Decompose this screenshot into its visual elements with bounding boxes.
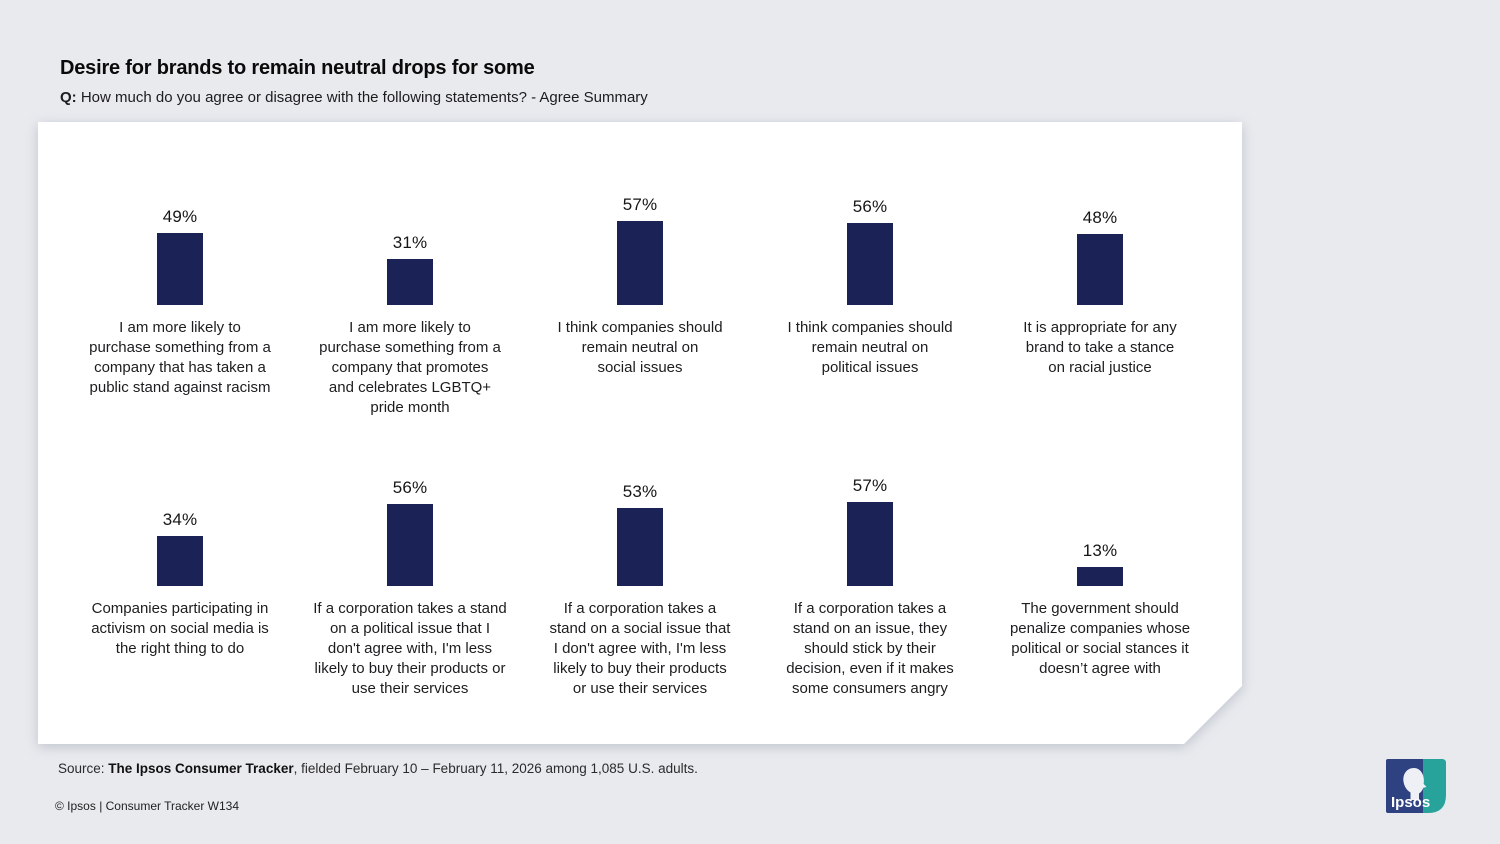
page-title: Desire for brands to remain neutral drop…	[60, 57, 535, 79]
bar-caption: The government should penalize companies…	[1009, 600, 1191, 677]
bar-cell: 13% The government should penalize compa…	[985, 402, 1215, 699]
bar	[617, 508, 663, 586]
bar-cell: 49% I am more likely to purchase somethi…	[65, 140, 295, 418]
bar	[387, 259, 433, 305]
ipsos-logo-mark: Ipsos	[1386, 759, 1446, 813]
bar-value-label: 34%	[162, 510, 198, 529]
bar-cell: 53% If a corporation takes a stand on a …	[525, 402, 755, 699]
chart-panel: 49% I am more likely to purchase somethi…	[38, 122, 1242, 744]
bar-chart-area: 56%	[847, 140, 893, 305]
bar-caption: Companies participating in activism on s…	[91, 600, 269, 657]
bar-value-label: 31%	[392, 233, 428, 252]
source-note: Source: The Ipsos Consumer Tracker, fiel…	[58, 761, 698, 776]
bar-cell: 31% I am more likely to purchase somethi…	[295, 140, 525, 418]
face-silhouette-icon	[1403, 768, 1427, 800]
bar-chart-area: 57%	[617, 140, 663, 305]
bar-cell: 56% If a corporation takes a stand on a …	[295, 402, 525, 699]
bar-caption: If a corporation takes a stand on an iss…	[786, 600, 954, 697]
bar-row-top: 49% I am more likely to purchase somethi…	[65, 140, 1215, 402]
bar	[157, 536, 203, 586]
bar	[387, 504, 433, 586]
bar-chart-area: 49%	[157, 140, 203, 305]
bar-cell: 56% I think companies should remain neut…	[755, 140, 985, 418]
bar-chart-area: 31%	[387, 140, 433, 305]
ipsos-logo-text: Ipsos	[1391, 794, 1430, 811]
ipsos-logo: Ipsos	[1386, 759, 1446, 813]
bar	[1077, 234, 1123, 305]
bar	[157, 233, 203, 305]
bar-chart-area: 34%	[157, 402, 203, 586]
bar-value-label: 57%	[852, 476, 888, 495]
bar-value-label: 13%	[1082, 541, 1118, 560]
bar-chart-area: 57%	[847, 402, 893, 586]
bar-caption: It is appropriate for any brand to take …	[1023, 319, 1177, 376]
question-line: Q: How much do you agree or disagree wit…	[60, 89, 648, 106]
bar-chart-area: 56%	[387, 402, 433, 586]
chart-panel-wrap: 49% I am more likely to purchase somethi…	[38, 122, 1242, 744]
bar-value-label: 48%	[1082, 208, 1118, 227]
bar-value-label: 56%	[852, 197, 888, 216]
bar	[617, 221, 663, 305]
bar	[1077, 567, 1123, 586]
source-details: , fielded February 10 – February 11, 202…	[293, 761, 698, 776]
bar-cell: 48% It is appropriate for any brand to t…	[985, 140, 1215, 418]
bar-caption: I am more likely to purchase something f…	[89, 319, 271, 396]
bar-chart-area: 13%	[1077, 402, 1123, 586]
bar-value-label: 53%	[622, 482, 658, 501]
slide-header: Desire for brands to remain neutral drop…	[60, 57, 648, 106]
bar-caption: I think companies should remain neutral …	[787, 319, 953, 376]
bar-cell: 57% If a corporation takes a stand on an…	[755, 402, 985, 699]
bar-row-bottom: 34% Companies participating in activism …	[65, 402, 1215, 699]
bar-value-label: 57%	[622, 195, 658, 214]
bar-cell: 34% Companies participating in activism …	[65, 402, 295, 699]
bar	[847, 223, 893, 305]
bar	[847, 502, 893, 586]
bar-caption: I am more likely to purchase something f…	[319, 319, 501, 416]
bar-cell: 57% I think companies should remain neut…	[525, 140, 755, 418]
bar-chart-area: 53%	[617, 402, 663, 586]
bar-caption: If a corporation takes a stand on a poli…	[313, 600, 507, 697]
copyright: © Ipsos | Consumer Tracker W134	[55, 799, 240, 813]
bar-value-label: 49%	[162, 207, 198, 226]
bar-chart-area: 48%	[1077, 140, 1123, 305]
bar-value-label: 56%	[392, 478, 428, 497]
bar-caption: I think companies should remain neutral …	[557, 319, 723, 376]
question-text: How much do you agree or disagree with t…	[76, 89, 648, 106]
bar-caption: If a corporation takes a stand on a soci…	[549, 600, 731, 697]
question-prefix: Q:	[60, 89, 77, 106]
source-prefix: Source:	[58, 761, 109, 776]
source-name: The Ipsos Consumer Tracker	[108, 761, 294, 776]
